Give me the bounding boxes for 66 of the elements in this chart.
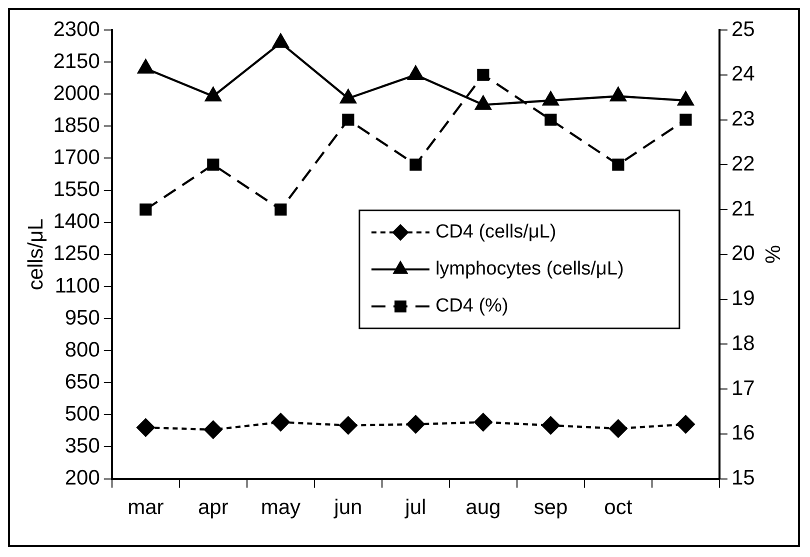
point — [138, 59, 154, 74]
point — [678, 91, 694, 106]
point — [272, 34, 289, 48]
point — [340, 89, 356, 104]
x-tick-label: apr — [198, 496, 228, 520]
x-tick-label: aug — [466, 496, 501, 520]
point — [542, 416, 560, 434]
y-tick-label: 2150 — [53, 50, 100, 73]
y-tick-label: 1850 — [53, 114, 100, 137]
point — [272, 413, 290, 432]
y-tick-label: 350 — [64, 434, 100, 458]
y-tick-label: 1250 — [53, 242, 100, 266]
legend-label: CD4 (%) — [435, 296, 508, 317]
point — [542, 91, 559, 106]
point — [410, 158, 422, 171]
point — [475, 96, 492, 110]
x-tick-label: may — [260, 496, 301, 520]
y-tick-label: 2000 — [53, 82, 100, 105]
y-tick-label: 800 — [64, 338, 100, 362]
y2-tick-label: 21 — [731, 197, 755, 220]
point — [204, 420, 222, 439]
y2-tick-label: 18 — [731, 332, 755, 355]
y2-tick-label: 23 — [731, 108, 755, 131]
y-tick-label: 1100 — [54, 274, 100, 298]
point — [676, 415, 695, 434]
y-tick-label: 1550 — [53, 178, 100, 202]
point — [408, 66, 424, 80]
y-tick-label: 2300 — [53, 18, 100, 41]
x-tick-label: oct — [604, 496, 632, 520]
x-tick-label: mar — [128, 496, 164, 520]
point — [680, 114, 692, 126]
point — [339, 416, 358, 434]
point — [136, 418, 155, 437]
x-tick-label: sep — [534, 496, 568, 520]
point — [544, 114, 557, 126]
y2-tick-label: 25 — [731, 18, 755, 41]
y2-tick-label: 16 — [731, 422, 755, 445]
x-tick-label: jun — [333, 496, 362, 520]
y-tick-label: 1700 — [53, 146, 100, 170]
point — [205, 87, 222, 102]
point — [609, 419, 628, 438]
y2-tick-label: 24 — [731, 62, 756, 86]
x-tick-label: jul — [404, 496, 426, 520]
y-tick-label: 1400 — [53, 210, 100, 234]
point — [274, 203, 287, 216]
y2-tick-label: 19 — [731, 287, 755, 310]
y2-tick-label: 20 — [731, 242, 755, 266]
point — [474, 413, 492, 432]
y-tick-label: 500 — [64, 402, 100, 426]
y2-tick-label: 15 — [731, 466, 755, 490]
y-tick-label: 200 — [64, 466, 100, 490]
legend-label: CD4 (cells/μL) — [435, 222, 556, 243]
point — [140, 203, 152, 216]
point — [406, 415, 425, 434]
y2-axis-title: % — [760, 245, 784, 264]
y2-tick-label: 22 — [731, 152, 755, 176]
point — [610, 87, 626, 102]
y-axis-title: cells/μL — [24, 218, 48, 290]
point — [342, 114, 354, 126]
point — [612, 158, 624, 171]
legend-label: lymphocytes (cells/μL) — [435, 258, 624, 280]
point — [477, 68, 490, 81]
y2-tick-label: 17 — [731, 376, 755, 400]
y-tick-label: 650 — [64, 370, 100, 394]
y-tick-label: 950 — [64, 306, 100, 330]
point — [207, 158, 220, 171]
